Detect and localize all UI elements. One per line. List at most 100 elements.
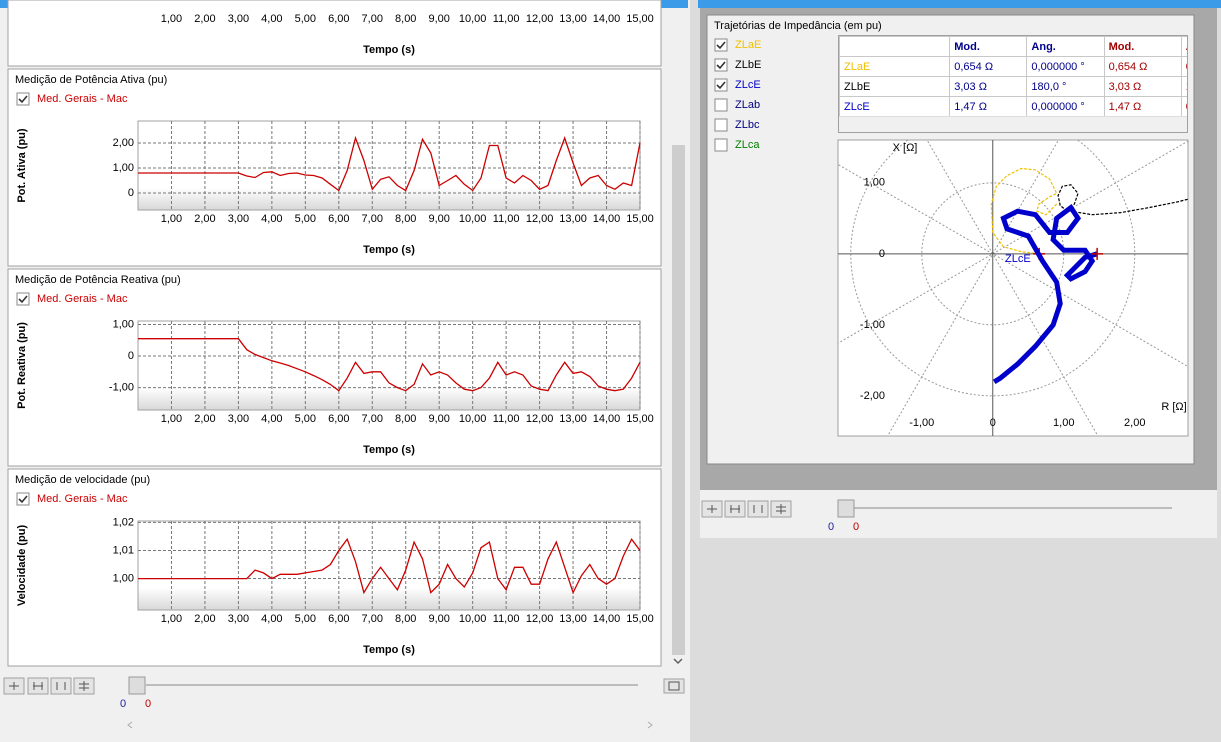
checkbox[interactable] [16, 292, 30, 306]
plot-area [137, 320, 641, 411]
checkbox[interactable] [16, 492, 30, 506]
x-tick-label: 5,00 [295, 213, 316, 225]
x-tick-label: 10,00 [459, 413, 487, 425]
x-tick-label: 4,00 [261, 413, 282, 425]
checkbox[interactable] [714, 118, 728, 132]
plot-grid [838, 140, 1188, 436]
checkbox[interactable] [714, 58, 728, 72]
y-tick-label: 1,00 [113, 572, 134, 584]
legend-label[interactable]: ZLbc [735, 119, 760, 131]
x-tick-label: 8,00 [395, 213, 416, 225]
checkbox[interactable] [714, 138, 728, 152]
x-tick-label: 2,00 [1124, 417, 1145, 429]
check-mark [716, 41, 726, 50]
checkbox[interactable] [714, 98, 728, 112]
check-mark [18, 95, 28, 104]
x-tick-label: 7,00 [362, 13, 383, 25]
x-tick-label: 13,00 [559, 613, 587, 625]
x-tick-label: 15,00 [626, 213, 654, 225]
x-tick-label: 1,00 [161, 13, 182, 25]
x-tick-label: 9,00 [428, 413, 449, 425]
x-tick-label: 13,00 [559, 13, 587, 25]
table-cell: 0,654 Ω [949, 56, 1028, 77]
series-line [138, 537, 641, 595]
y-tick-label: 0 [128, 187, 134, 199]
x-tick-label: 4,00 [261, 13, 282, 25]
x-tick-label: 3,00 [228, 213, 249, 225]
legend-label: Med. Gerais - Mac [37, 293, 128, 305]
table-scrollbar[interactable] [839, 116, 1187, 132]
chart-title: Medição de Potência Reativa (pu) [15, 274, 181, 286]
scroll-arrow[interactable] [127, 721, 653, 729]
x-tick-label: 6,00 [328, 413, 349, 425]
table-cell: 0,000000 ° [1026, 96, 1105, 117]
legend-label[interactable]: ZLaE [735, 39, 761, 51]
y-axis-label: Velocidade (pu) [16, 525, 28, 607]
x-tick-label: 7,00 [362, 413, 383, 425]
x-tick-label: 14,00 [593, 213, 621, 225]
scroll-arrow[interactable] [673, 658, 683, 665]
x-tick-label: 9,00 [428, 13, 449, 25]
x-tick-label: 2,00 [194, 613, 215, 625]
series-line [138, 338, 641, 392]
y-tick-label: -1,00 [109, 381, 134, 393]
y-tick-label: 1,00 [864, 177, 885, 189]
x-tick-label: 3,00 [228, 13, 249, 25]
y-axis-label: X [Ω] [893, 142, 918, 154]
x-tick-label: 10,00 [459, 13, 487, 25]
table-cell: ZLaE [839, 56, 951, 77]
legend-label[interactable]: ZLbE [735, 59, 761, 71]
x-tick-label: 11,00 [493, 413, 520, 425]
slider-thumb[interactable] [837, 499, 855, 518]
x-tick-label: 12,00 [526, 613, 554, 625]
x-tick-label: -1,00 [909, 417, 934, 429]
x-tick-label: 7,00 [362, 613, 383, 625]
panel-title: Trajetórias de Impedância (em pu) [714, 20, 882, 32]
title-bar [698, 0, 1221, 8]
x-tick-label: 5,00 [295, 13, 316, 25]
x-tick-label: 4,00 [261, 613, 282, 625]
x-tick-label: 14,00 [593, 613, 621, 625]
y-tick-label: 1,02 [113, 516, 134, 528]
trajectory [990, 167, 1058, 255]
table-cell: 0,000000 ° [1180, 56, 1187, 77]
x-tick-label: 1,00 [161, 213, 182, 225]
x-tick-label: 5,00 [295, 413, 316, 425]
x-tick-label: 10,00 [459, 613, 487, 625]
check-mark [716, 61, 726, 70]
scroll-thumb[interactable] [672, 145, 685, 655]
y-axis-label: Pot. Ativa (pu) [16, 128, 28, 202]
x-tick-label: 3,00 [228, 413, 249, 425]
check-mark [18, 295, 28, 304]
x-tick-label: 1,00 [161, 613, 182, 625]
table-cell: 1,47 Ω [1103, 96, 1182, 117]
check-mark [18, 495, 28, 504]
checkbox[interactable] [16, 92, 30, 106]
y-tick-label: 1,00 [113, 318, 134, 330]
x-tick-label: 10,00 [459, 213, 487, 225]
x-tick-label: 2,00 [194, 213, 215, 225]
legend-label[interactable]: ZLab [735, 99, 760, 111]
slider-thumb[interactable] [128, 676, 146, 695]
x-axis-label: Tempo (s) [363, 644, 415, 656]
x-tick-label: 9,00 [428, 613, 449, 625]
x-tick-label: 2,00 [194, 13, 215, 25]
chart-panel [7, 0, 662, 67]
legend-label[interactable]: ZLca [735, 139, 760, 151]
y-tick-label: 0 [879, 248, 885, 260]
x-tick-label: 8,00 [395, 613, 416, 625]
chart-title: Medição de Potência Ativa (pu) [15, 74, 167, 86]
y-axis-label: Pot. Reativa (pu) [16, 322, 28, 409]
x-tick-label: 11,00 [493, 613, 520, 625]
x-tick-label: 6,00 [328, 613, 349, 625]
legend-label[interactable]: ZLcE [735, 79, 761, 91]
checkbox[interactable] [714, 78, 728, 92]
checkbox[interactable] [714, 38, 728, 52]
